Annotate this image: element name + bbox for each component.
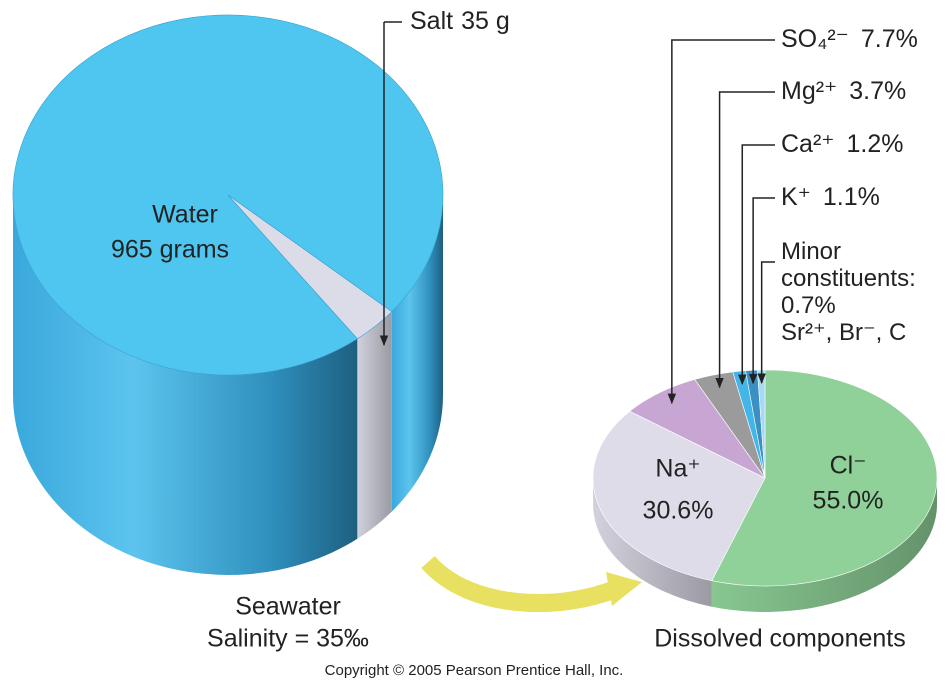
value-label: 55.0% xyxy=(813,487,884,515)
slice-label: Ca²⁺ 1.2% xyxy=(781,130,903,158)
slice-label: K⁺ 1.1% xyxy=(781,183,880,211)
category-label: Na⁺ xyxy=(655,455,700,483)
value-label: 7.7% xyxy=(861,25,918,53)
value-label: 35 g xyxy=(461,7,510,35)
slice xyxy=(227,194,393,340)
category-label: Water xyxy=(152,201,218,229)
value-label: 30.6% xyxy=(643,497,714,525)
slice-label: SO₄²⁻ 7.7% xyxy=(781,25,918,53)
category-label: Cl⁻ xyxy=(830,452,867,480)
slice-label: Mg²⁺ 3.7% xyxy=(781,77,906,105)
callout-line xyxy=(757,261,775,385)
value-label: 0.7% xyxy=(781,292,836,319)
slice xyxy=(12,14,444,376)
chart-subtitle: Salinity = 35‰ xyxy=(207,625,369,653)
side-shade xyxy=(357,311,392,539)
chart-title: Seawater xyxy=(235,593,341,621)
callout-line xyxy=(715,91,775,389)
category-label: Ca²⁺ xyxy=(781,130,834,158)
copyright: Copyright © 2005 Pearson Prentice Hall, … xyxy=(325,662,624,679)
salt-label: Salt 35 g xyxy=(410,7,510,35)
value-label: 3.7% xyxy=(849,77,906,105)
value-label: 965 grams xyxy=(111,236,229,264)
category-label: SO₄²⁻ xyxy=(781,25,849,53)
flow-arrow-head xyxy=(606,572,642,606)
minor-label: Minor constituents: 0.7% Sr²⁺, Br⁻, C xyxy=(781,238,949,346)
category-label: Minor constituents: xyxy=(781,238,916,292)
slice-side xyxy=(13,195,358,576)
seawater-pie xyxy=(12,14,444,576)
annotation: Sr²⁺, Br⁻, C xyxy=(781,319,907,346)
category-label: Salt xyxy=(410,7,453,35)
slice-side xyxy=(391,195,443,512)
category-label: K⁺ xyxy=(781,183,811,211)
flow-arrow xyxy=(421,555,622,613)
dissolved-pie: SO₄²⁻ 7.7% Mg²⁺ 3.7% Ca²⁺ 1.2% K⁺ 1.1% xyxy=(592,25,938,613)
side-shade xyxy=(593,478,712,607)
callout-line xyxy=(738,144,775,386)
chart-title: Dissolved components xyxy=(654,625,906,653)
side-shade xyxy=(711,478,937,613)
slice xyxy=(711,369,938,587)
slice xyxy=(592,410,766,582)
callout-line xyxy=(748,197,775,385)
category-label: Mg²⁺ xyxy=(781,77,837,105)
value-label: 1.1% xyxy=(823,183,880,211)
value-label: 1.2% xyxy=(846,130,903,158)
callout-line xyxy=(667,39,775,405)
